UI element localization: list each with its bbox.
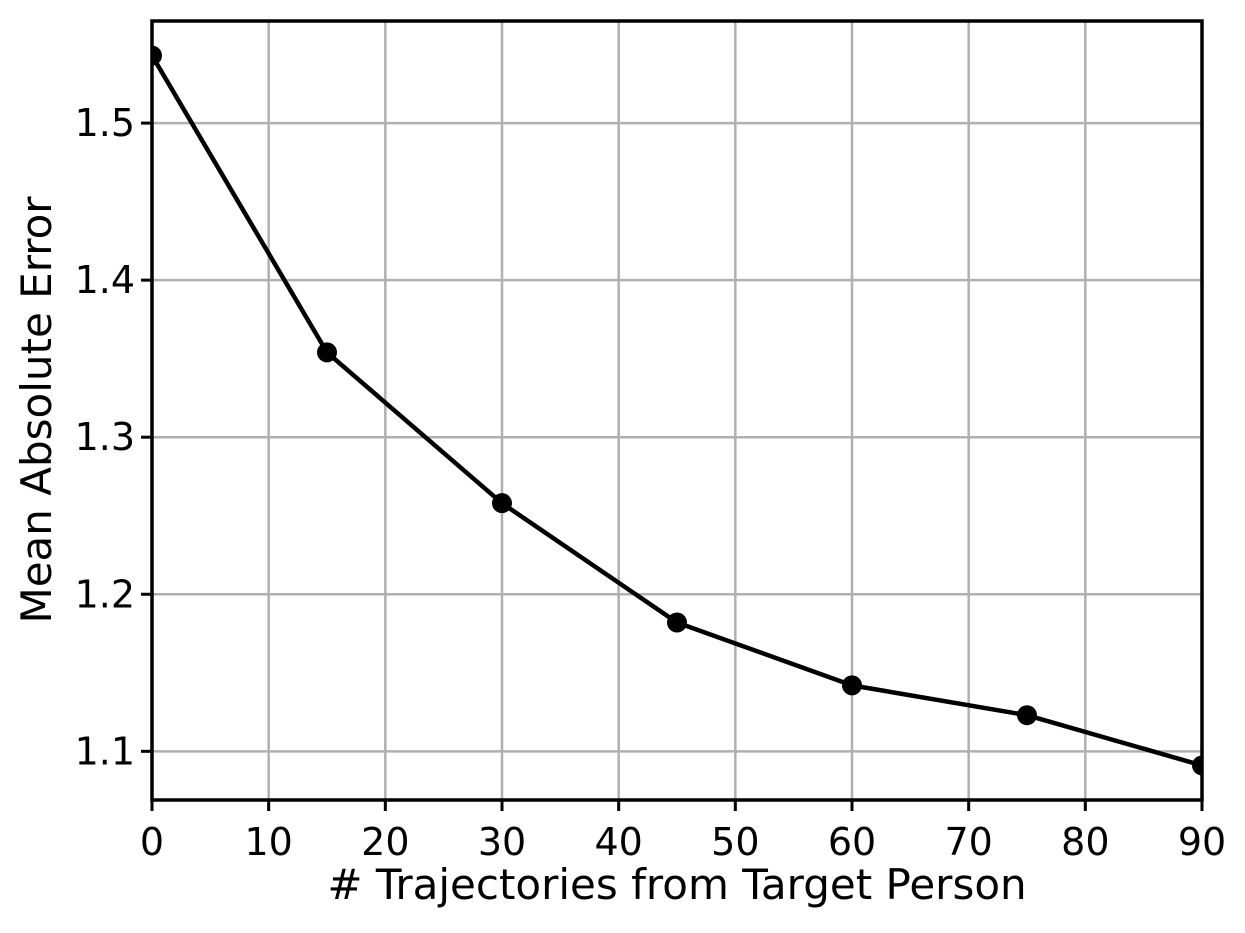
data-point — [842, 675, 862, 696]
data-point — [492, 493, 512, 514]
x-tick-label: 20 — [361, 820, 409, 864]
data-point — [1017, 705, 1037, 726]
x-axis-label: # Trajectories from Target Person — [327, 860, 1026, 909]
x-tick-label: 50 — [711, 820, 759, 864]
y-tick-label: 1.4 — [75, 258, 135, 302]
grid-lines — [150, 21, 1204, 800]
data-point — [152, 45, 162, 66]
y-tick-label: 1.3 — [75, 415, 135, 459]
x-tick-label: 0 — [140, 820, 164, 864]
y-tick-label: 1.2 — [75, 572, 135, 616]
series-mean-absolute-error — [152, 45, 1202, 776]
x-tick-label: 40 — [594, 820, 642, 864]
y-axis-label: Mean Absolute Error — [12, 196, 61, 624]
series-line — [152, 53, 1202, 768]
data-point — [317, 342, 337, 363]
x-tick-label: 70 — [944, 820, 992, 864]
x-tick-label: 60 — [828, 820, 876, 864]
data-point — [1192, 755, 1202, 776]
plot-border — [150, 19, 1204, 802]
x-tick-label: 10 — [244, 820, 292, 864]
x-tick-label: 30 — [478, 820, 526, 864]
x-tick-label: 90 — [1178, 820, 1226, 864]
x-tick-label: 80 — [1061, 820, 1109, 864]
data-point — [667, 612, 687, 633]
y-tick-label: 1.1 — [75, 729, 135, 773]
y-tick-label: 1.5 — [75, 101, 135, 145]
axis-ticks: 0 10 20 30 40 50 60 70 80 90 1.1 1.2 1.3 1.4 1.5 — [75, 101, 1227, 864]
